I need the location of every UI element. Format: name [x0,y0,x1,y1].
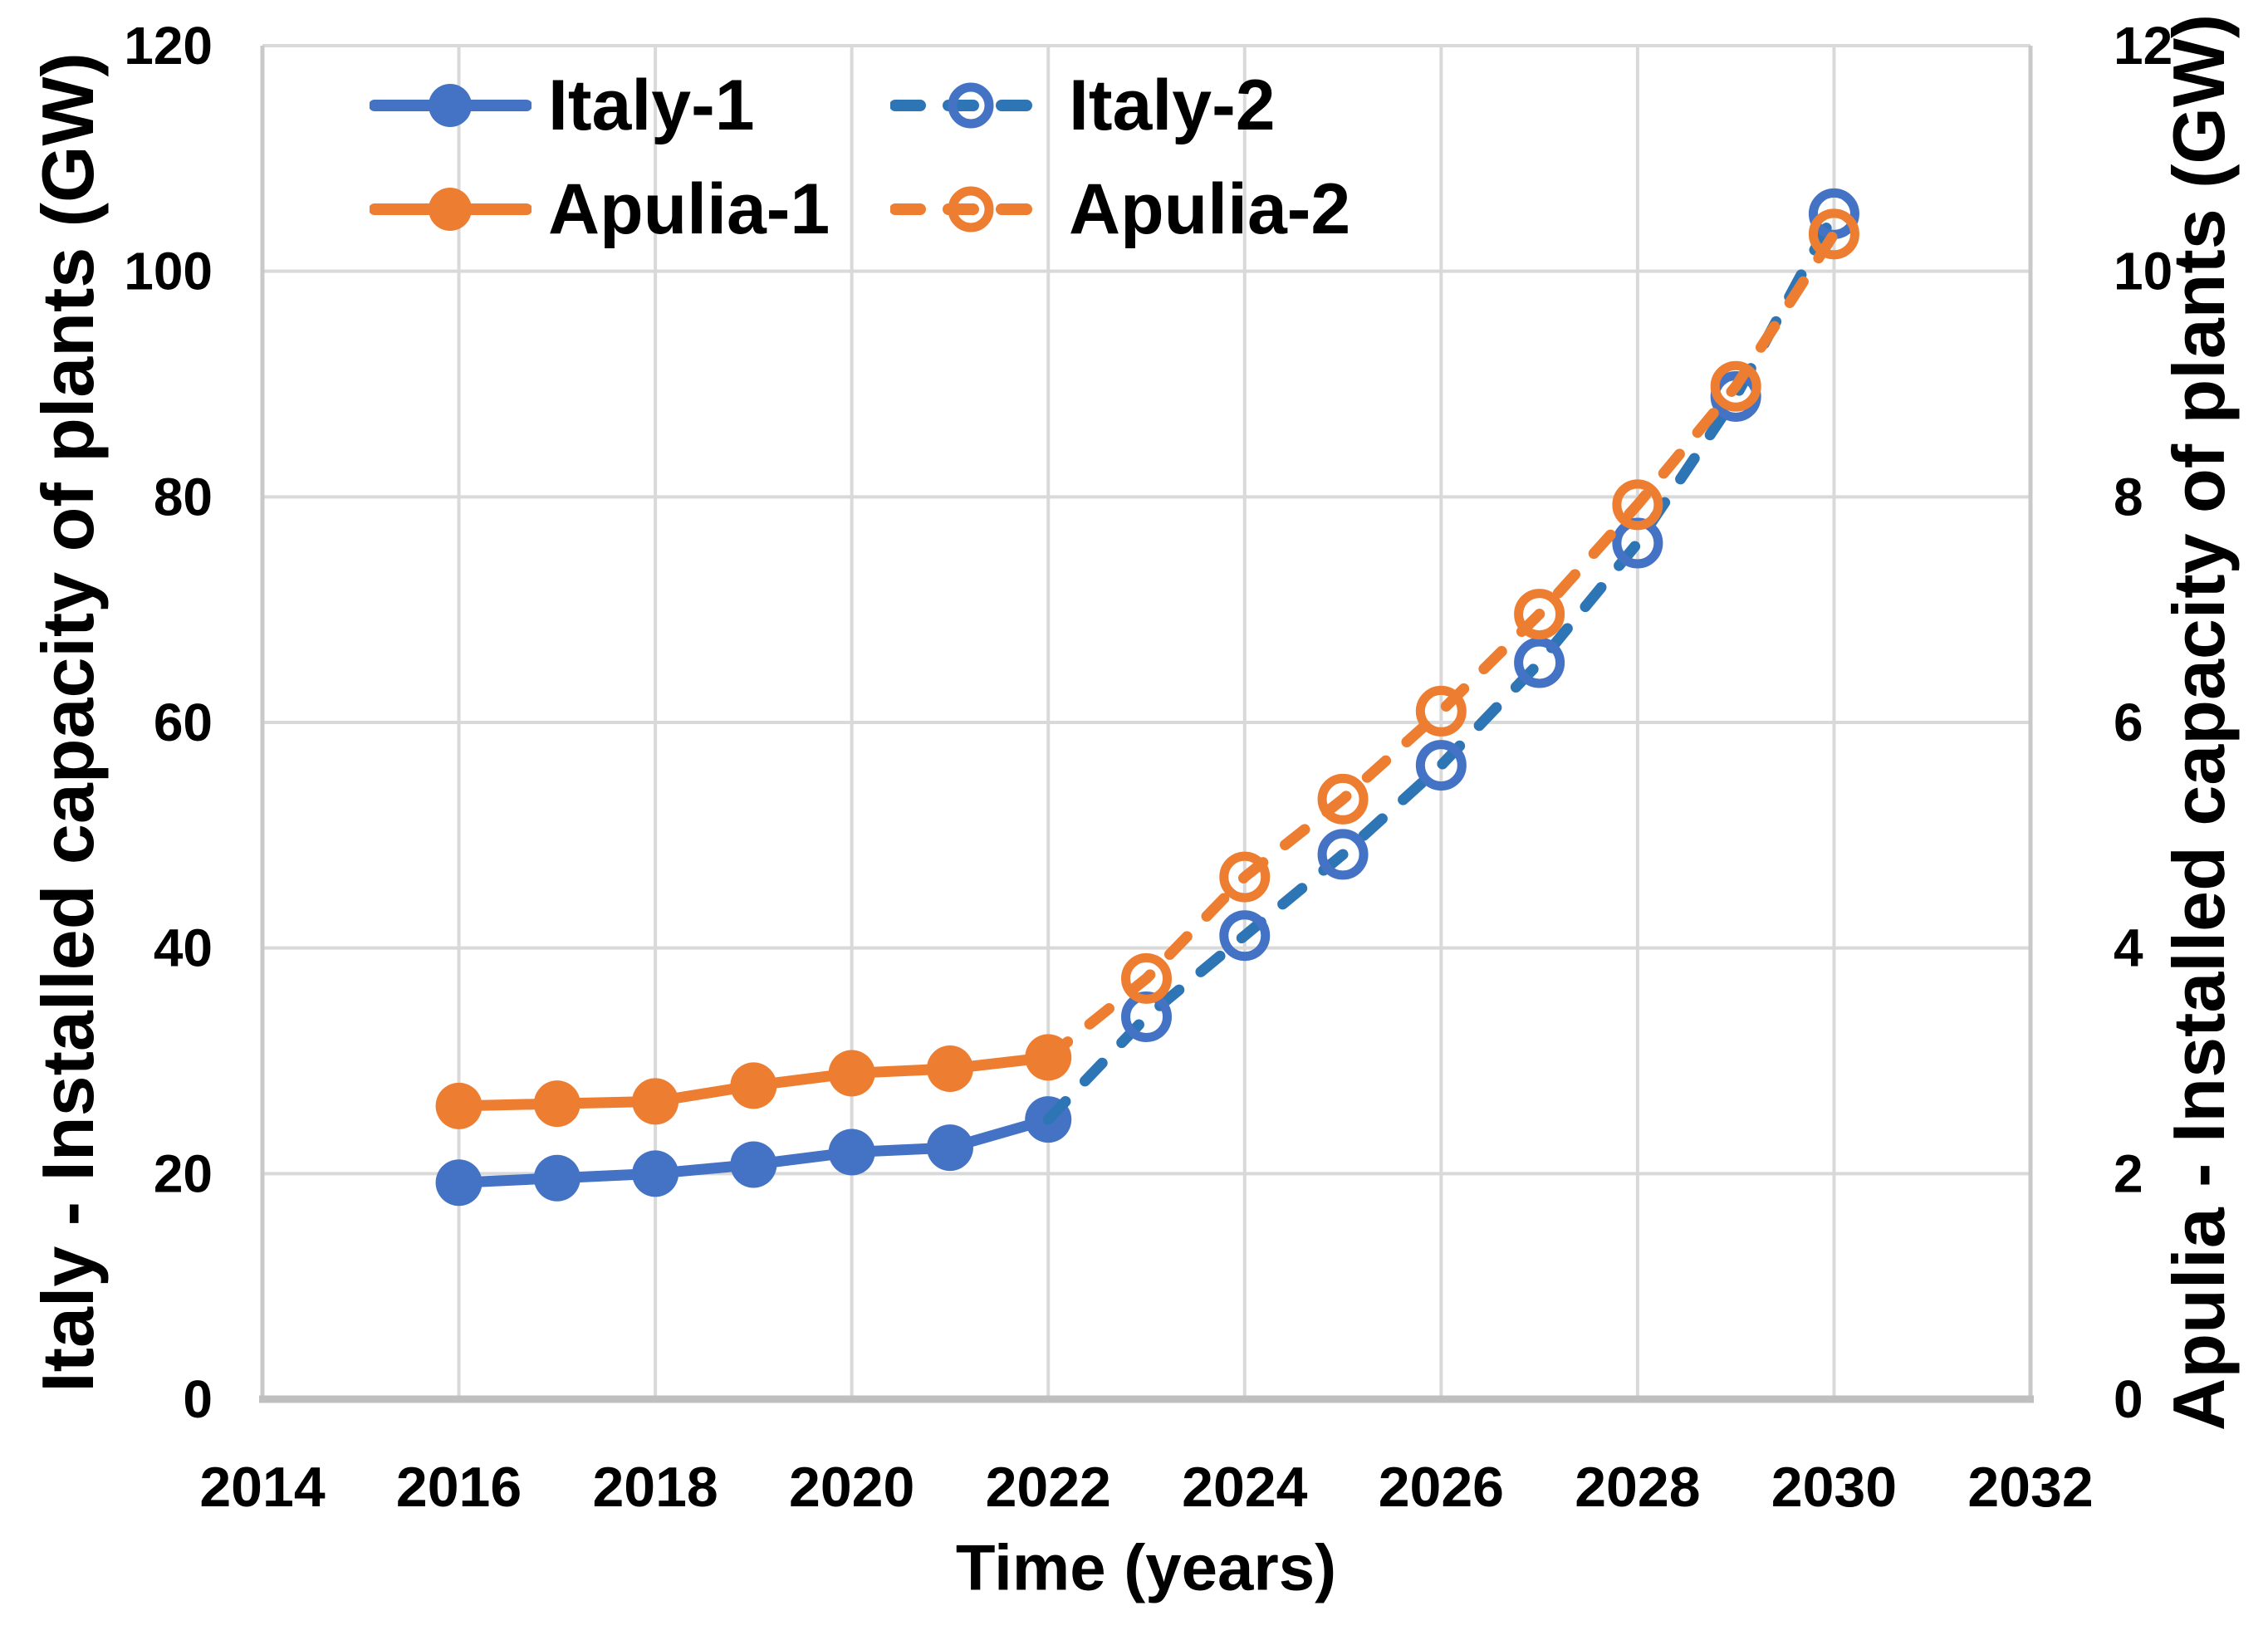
x-tick-label: 2024 [1182,1456,1307,1519]
x-tick-label: 2016 [396,1456,522,1519]
right-y-tick-label: 4 [2114,918,2143,978]
data-point-Italy-1 [632,1150,679,1197]
x-tick-label: 2014 [199,1456,325,1519]
legend-label-Italy-1: Italy-1 [548,66,755,145]
right-y-tick-label: 8 [2114,467,2143,526]
data-point-Italy-2 [1219,910,1271,962]
x-tick-label: 2018 [592,1456,718,1519]
data-point-Italy-1 [926,1124,973,1172]
data-point-Apulia-2 [1219,851,1271,903]
legend-item-Italy-1: Italy-1 [370,64,755,147]
left-y-tick-label: 40 [154,918,213,978]
legend-swatch-Italy-2 [890,82,1052,129]
data-point-Apulia-1 [828,1050,875,1097]
data-point-Apulia-2 [1121,952,1172,1004]
right-axis-title: Apulia - Installed capacity of plants (G… [2158,13,2240,1432]
legend-item-Italy-2: Italy-2 [890,64,1276,147]
legend-marker-Apulia-2 [948,186,994,233]
data-point-Apulia-1 [926,1045,973,1093]
right-y-tick-label: 12 [2114,16,2172,76]
right-y-tick-label: 10 [2114,242,2172,301]
data-point-Apulia-1 [730,1062,777,1109]
legend-marker-Italy-1 [429,84,472,127]
data-point-Apulia-1 [435,1082,483,1129]
data-point-Apulia-1 [533,1080,580,1128]
right-y-tick-label: 0 [2114,1369,2143,1429]
legend-label-Apulia-2: Apulia-2 [1069,169,1351,249]
legend-swatch-Italy-1 [370,84,531,127]
left-y-tick-label: 0 [183,1369,213,1429]
data-point-Italy-2 [1415,740,1467,791]
left-y-tick-label: 120 [124,16,213,76]
legend-label-Apulia-1: Apulia-1 [548,169,830,249]
data-point-Italy-1 [533,1154,580,1202]
data-point-Italy-1 [730,1141,777,1188]
legend-swatch-Apulia-2 [890,186,1052,233]
left-axis-title: Italy - Installed capacity of plants (GW… [27,52,109,1393]
data-point-Apulia-2 [1710,360,1761,412]
x-tick-label: 2022 [986,1456,1111,1519]
right-y-tick-label: 6 [2114,693,2143,752]
x-tick-label: 2030 [1771,1456,1897,1519]
legend-marker-Apulia-1 [429,188,472,231]
left-y-tick-label: 80 [154,467,213,526]
x-tick-label: 2032 [1967,1456,2093,1519]
legend-marker-Italy-2 [948,82,994,129]
legend-label-Italy-2: Italy-2 [1069,66,1276,145]
data-point-Italy-1 [828,1128,875,1176]
left-y-tick-label: 100 [124,242,213,301]
data-point-Apulia-2 [1317,773,1369,825]
x-tick-label: 2020 [789,1456,914,1519]
data-point-Italy-2 [1514,637,1565,688]
data-point-Apulia-2 [1808,208,1859,260]
x-tick-label: 2026 [1379,1456,1504,1519]
data-point-Apulia-2 [1612,479,1663,531]
legend-swatch-Apulia-1 [370,188,531,231]
x-axis-title: Time (years) [955,1530,1337,1604]
right-y-tick-label: 2 [2114,1143,2143,1203]
left-y-tick-label: 60 [154,693,213,752]
series-line-Apulia-2 [1042,228,1839,1063]
data-point-Apulia-2 [1415,685,1467,737]
x-tick-label: 2028 [1575,1456,1700,1519]
legend-item-Apulia-1: Apulia-1 [370,168,830,251]
legend-item-Apulia-2: Apulia-2 [890,168,1350,251]
series-line-Italy-2 [1042,208,1839,1125]
data-point-Apulia-2 [1514,589,1565,640]
data-point-Italy-2 [1317,829,1369,880]
left-y-tick-label: 20 [154,1143,213,1203]
data-point-Apulia-1 [632,1078,679,1125]
data-point-Italy-1 [435,1159,483,1207]
